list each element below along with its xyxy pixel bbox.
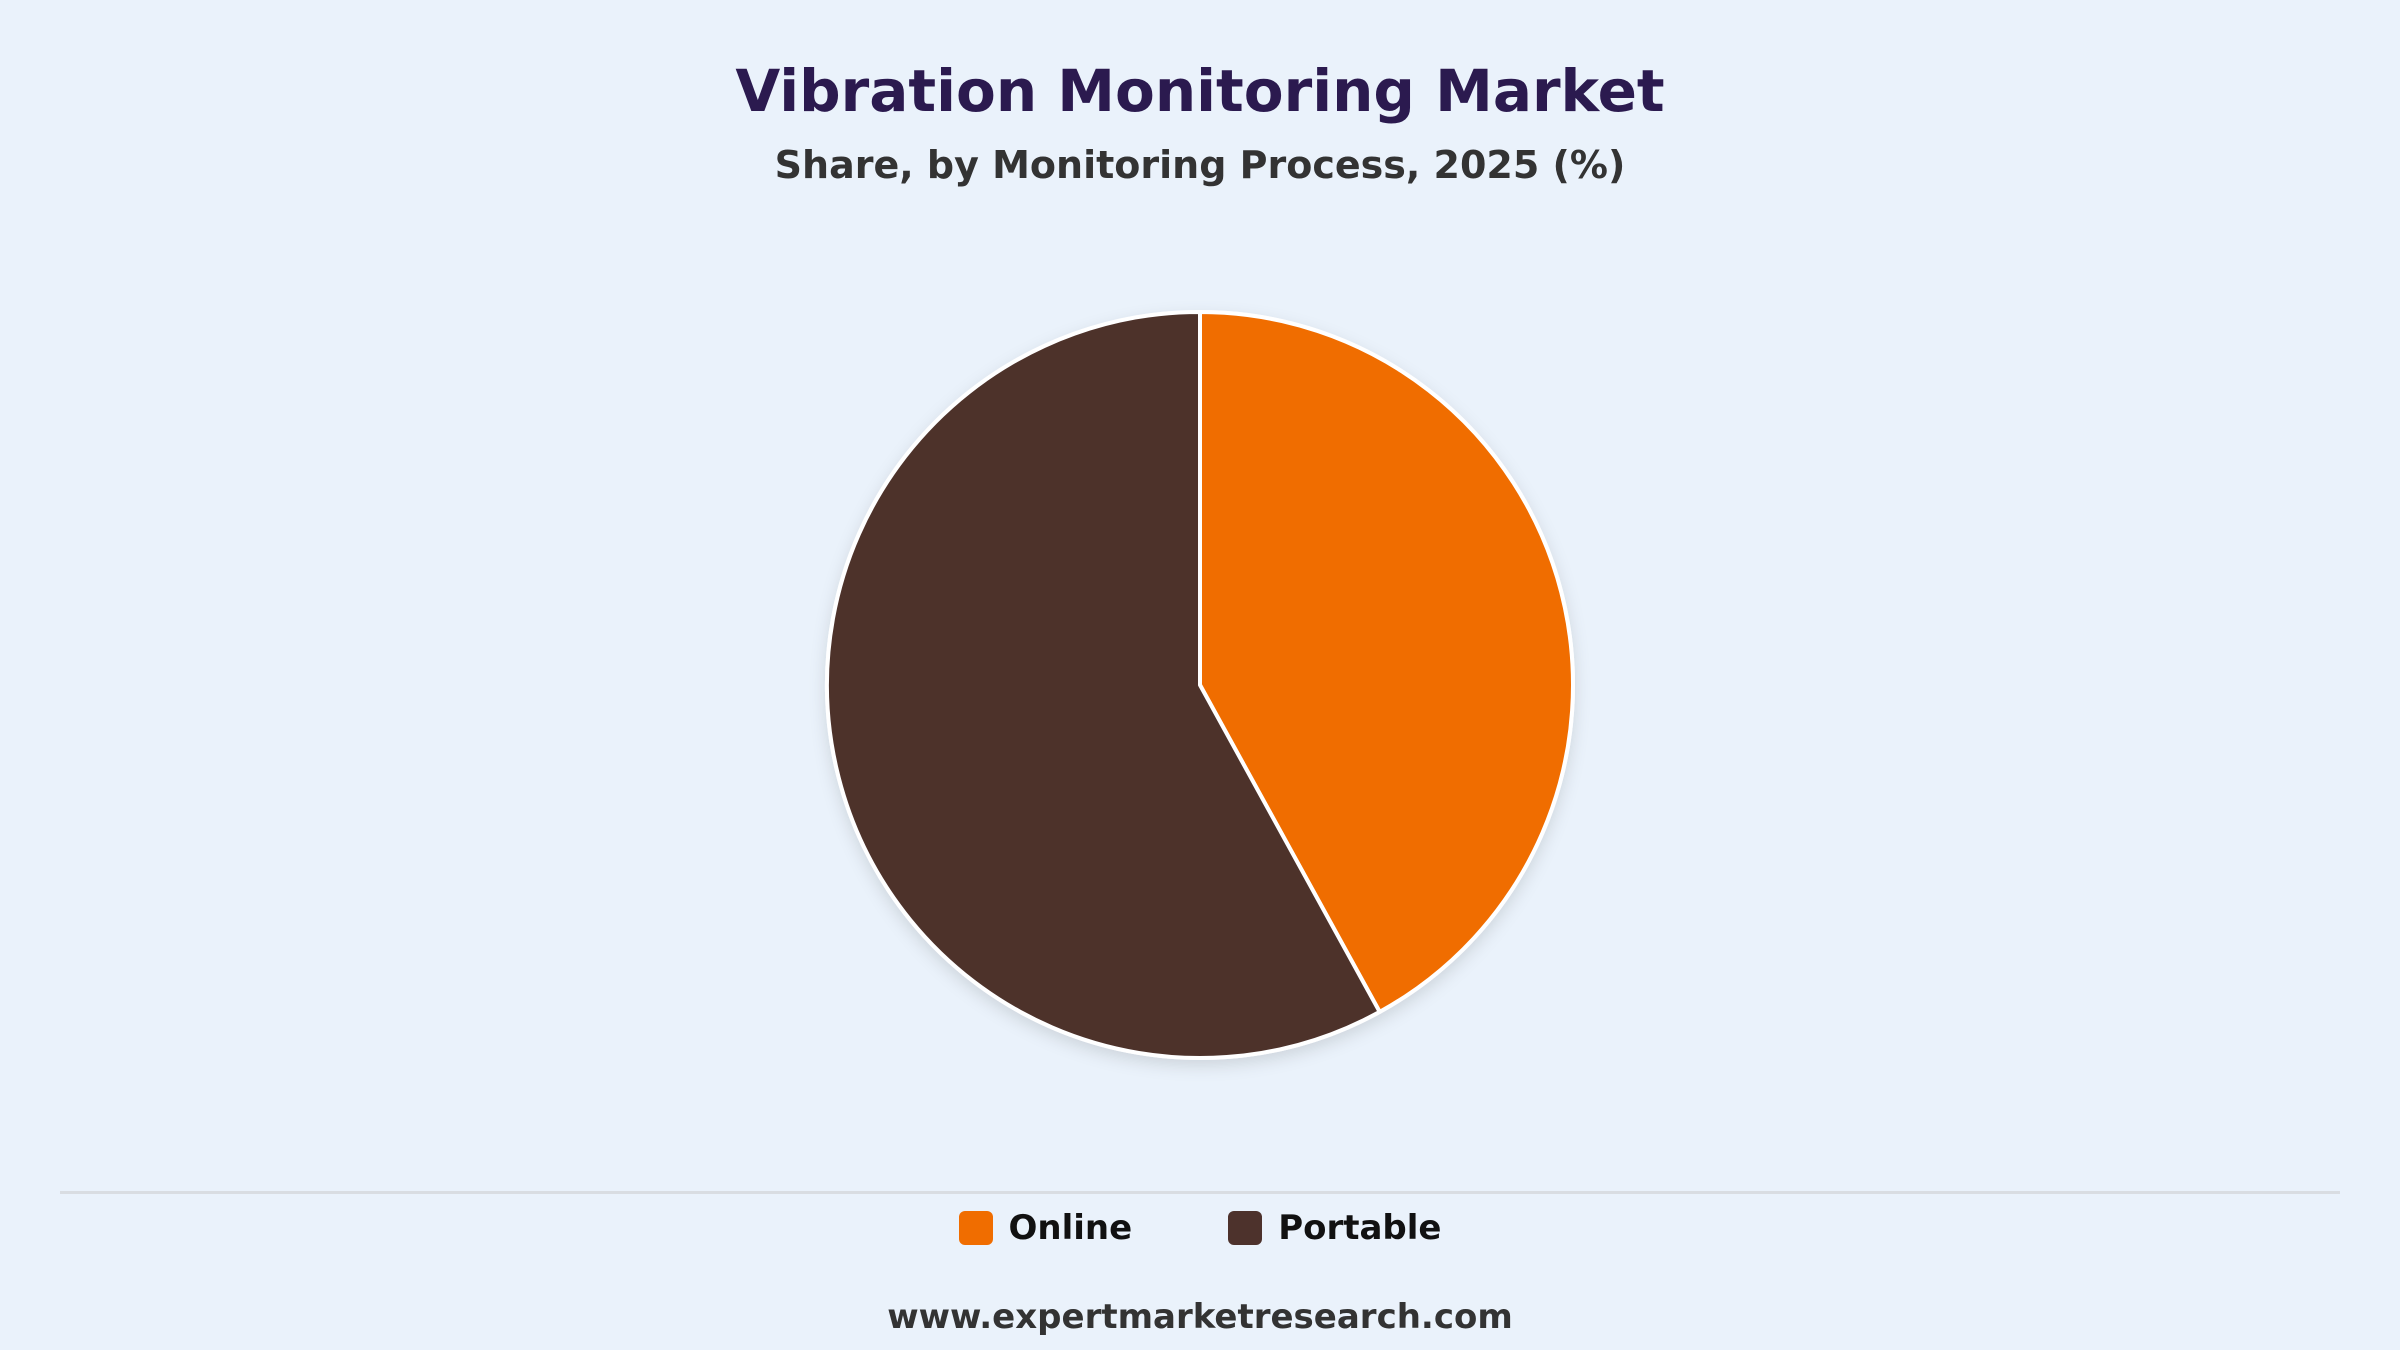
- chart-title: Vibration Monitoring Market: [735, 57, 1665, 125]
- legend-item-online[interactable]: Online: [958, 1208, 1133, 1248]
- pie-slice-portable[interactable]: [825, 310, 1382, 1060]
- legend: Online Portable: [0, 1208, 2400, 1248]
- chart-subtitle: Share, by Monitoring Process, 2025 (%): [774, 143, 1626, 187]
- legend-label-online: Online: [1008, 1208, 1133, 1248]
- legend-item-portable[interactable]: Portable: [1228, 1208, 1441, 1248]
- legend-divider: [60, 1191, 2340, 1194]
- legend-swatch-online: [958, 1211, 993, 1245]
- legend-swatch-portable: [1228, 1211, 1263, 1245]
- pie-slice-online[interactable]: [1198, 310, 1575, 1014]
- legend-label-portable: Portable: [1278, 1208, 1442, 1248]
- footer-website: www.expertmarketresearch.com: [887, 1297, 1513, 1337]
